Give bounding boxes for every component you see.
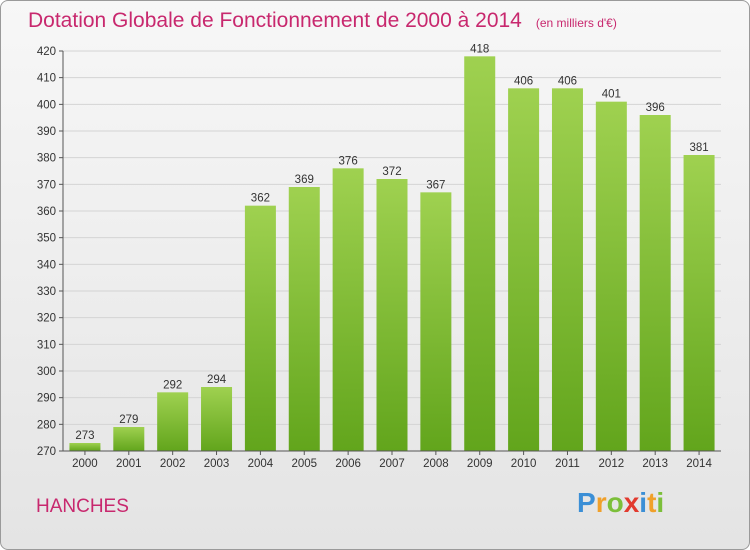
y-tick-label: 390: [37, 126, 56, 138]
bar: [69, 443, 101, 451]
bar: [288, 187, 320, 451]
logo-letter: o: [606, 487, 624, 518]
bar-value-label: 362: [251, 193, 270, 205]
bars: 273 279 292 294 362 369 376 372 367 418 406 406 401 3…: [69, 43, 715, 452]
x-tick-label: 2010: [511, 458, 537, 470]
axis-lines: [62, 51, 721, 452]
bar: [201, 387, 233, 451]
x-axis-ticks: 2000 2001 2002 2003 2004 2005 2006 2007 2008 2009…: [72, 451, 712, 470]
y-tick-label: 330: [37, 286, 56, 298]
x-tick-label: 2013: [642, 458, 668, 470]
logo-letter: i: [656, 487, 665, 518]
bar: [464, 56, 496, 451]
x-tick-label: 2003: [204, 458, 230, 470]
unit-note: (en milliers d'€): [535, 16, 617, 30]
bar-value-label: 292: [163, 379, 182, 391]
bar-value-label: 376: [339, 155, 358, 167]
x-tick-label: 2005: [291, 458, 317, 470]
bar: [683, 155, 715, 451]
x-tick-label: 2011: [555, 458, 580, 470]
bar: [639, 115, 671, 451]
bar-value-label: 396: [646, 102, 665, 114]
y-axis-ticks: 270 280 290 300 310 320 330 340 350 360 370 380 390 4…: [37, 46, 63, 458]
x-tick-label: 2014: [686, 458, 712, 470]
bar-value-label: 294: [207, 374, 227, 386]
proxiti-logo: Proxiti: [577, 487, 664, 519]
bar: [244, 205, 276, 451]
bar-value-label: 406: [514, 75, 533, 87]
bar-value-label: 372: [382, 166, 401, 178]
title-line: Dotation Globale de Fonctionnement de 20…: [28, 9, 617, 33]
y-tick-label: 400: [37, 99, 56, 111]
x-tick-label: 2008: [423, 458, 449, 470]
bar-value-label: 273: [75, 430, 94, 442]
x-tick-label: 2012: [599, 458, 625, 470]
x-tick-label: 2006: [335, 458, 361, 470]
bar: [157, 392, 189, 451]
y-tick-label: 300: [37, 366, 56, 378]
y-tick-label: 310: [37, 339, 56, 351]
bar-value-label: 381: [689, 142, 708, 154]
x-tick-label: 2004: [248, 458, 274, 470]
logo-letter: x: [623, 487, 640, 518]
x-tick-label: 2002: [160, 458, 186, 470]
bar: [420, 192, 452, 452]
bar-value-label: 401: [602, 89, 621, 101]
y-tick-label: 280: [37, 419, 56, 431]
bar: [332, 168, 364, 452]
bar: [508, 88, 540, 451]
y-tick-label: 380: [37, 153, 56, 165]
x-tick-label: 2000: [72, 458, 98, 470]
y-tick-label: 360: [37, 206, 56, 218]
logo-letter: i: [639, 487, 648, 518]
bar-value-label: 418: [470, 43, 489, 55]
y-tick-label: 270: [37, 446, 56, 458]
bar: [595, 101, 627, 452]
y-tick-label: 340: [37, 259, 56, 271]
bar-value-label: 406: [558, 75, 577, 87]
bar-value-label: 369: [295, 174, 314, 186]
y-tick-label: 320: [37, 313, 56, 325]
bar: [551, 88, 583, 451]
logo-letter: r: [595, 487, 607, 518]
y-tick-label: 410: [37, 73, 56, 85]
logo-letter: t: [647, 487, 657, 518]
logo-letter: P: [577, 487, 596, 518]
y-tick-label: 350: [37, 233, 56, 245]
y-tick-label: 420: [37, 46, 56, 58]
bar-value-label: 279: [119, 414, 138, 426]
x-tick-label: 2007: [379, 458, 405, 470]
x-tick-label: 2009: [467, 458, 493, 470]
x-tick-label: 2001: [116, 458, 142, 470]
chart-title: Dotation Globale de Fonctionnement de 20…: [28, 9, 522, 32]
commune-name: HANCHES: [36, 496, 129, 517]
bar: [113, 427, 145, 451]
bar-value-label: 367: [426, 179, 445, 191]
bar: [376, 179, 408, 451]
y-tick-label: 370: [37, 179, 56, 191]
y-tick-label: 290: [37, 393, 56, 405]
